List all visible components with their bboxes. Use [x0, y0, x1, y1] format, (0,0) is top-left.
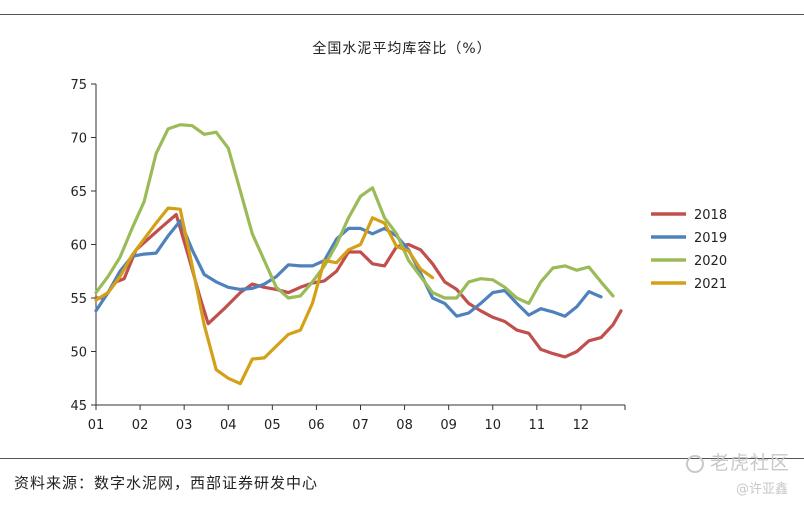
y-tick-label: 75 [70, 78, 87, 93]
series-line-2019 [94, 219, 603, 318]
series-layer [94, 123, 623, 386]
x-tick-label: 01 [88, 418, 105, 433]
brand-logo-icon [685, 455, 704, 473]
x-tick-label: 06 [308, 418, 325, 433]
legend-label-2021: 2021 [694, 277, 727, 292]
y-tick-label: 50 [70, 346, 87, 361]
x-tick-label: 07 [352, 418, 369, 433]
chart-axes: 45 50 55 60 65 70 75 01 02 03 04 05 06 07 08 09 10 11 12 [70, 78, 626, 433]
y-tick-label: 45 [70, 399, 87, 414]
legend-label-2018: 2018 [694, 208, 727, 223]
x-tick-label: 05 [264, 418, 281, 433]
series-line-2018 [94, 212, 623, 359]
top-rule [0, 14, 804, 15]
y-tick-label: 60 [70, 239, 87, 254]
y-tick-label: 70 [70, 132, 87, 147]
x-tick-label: 02 [132, 418, 149, 433]
legend-label-2019: 2019 [694, 231, 727, 246]
chart-title: 全国水泥平均库容比（%） [312, 41, 492, 57]
x-tick-label: 03 [176, 418, 193, 433]
legend-label-2020: 2020 [694, 254, 727, 269]
x-tick-label: 10 [484, 418, 501, 433]
chart-legend: 2018 2019 2020 2021 [651, 208, 727, 292]
y-tick-label: 65 [70, 185, 87, 200]
x-tick-label: 12 [573, 418, 590, 433]
x-tick-label: 11 [529, 418, 546, 433]
watermark: 老虎社区 [685, 448, 790, 475]
watermark-user: @许亚鑫 [735, 482, 788, 497]
x-tick-label: 09 [440, 418, 457, 433]
y-tick-label: 55 [70, 292, 87, 307]
series-line-2021 [94, 206, 435, 386]
source-note: 资料来源：数字水泥网，西部证券研发中心 [14, 474, 319, 492]
bottom-rule [0, 458, 804, 459]
x-tick-label: 08 [396, 418, 413, 433]
watermark-brand: 老虎社区 [709, 452, 790, 474]
x-tick-label: 04 [220, 418, 237, 433]
line-chart: 45 50 55 60 65 70 75 01 02 03 04 05 06 07 08 09 10 11 12 2… [70, 78, 727, 433]
series-line-2020 [94, 123, 615, 305]
